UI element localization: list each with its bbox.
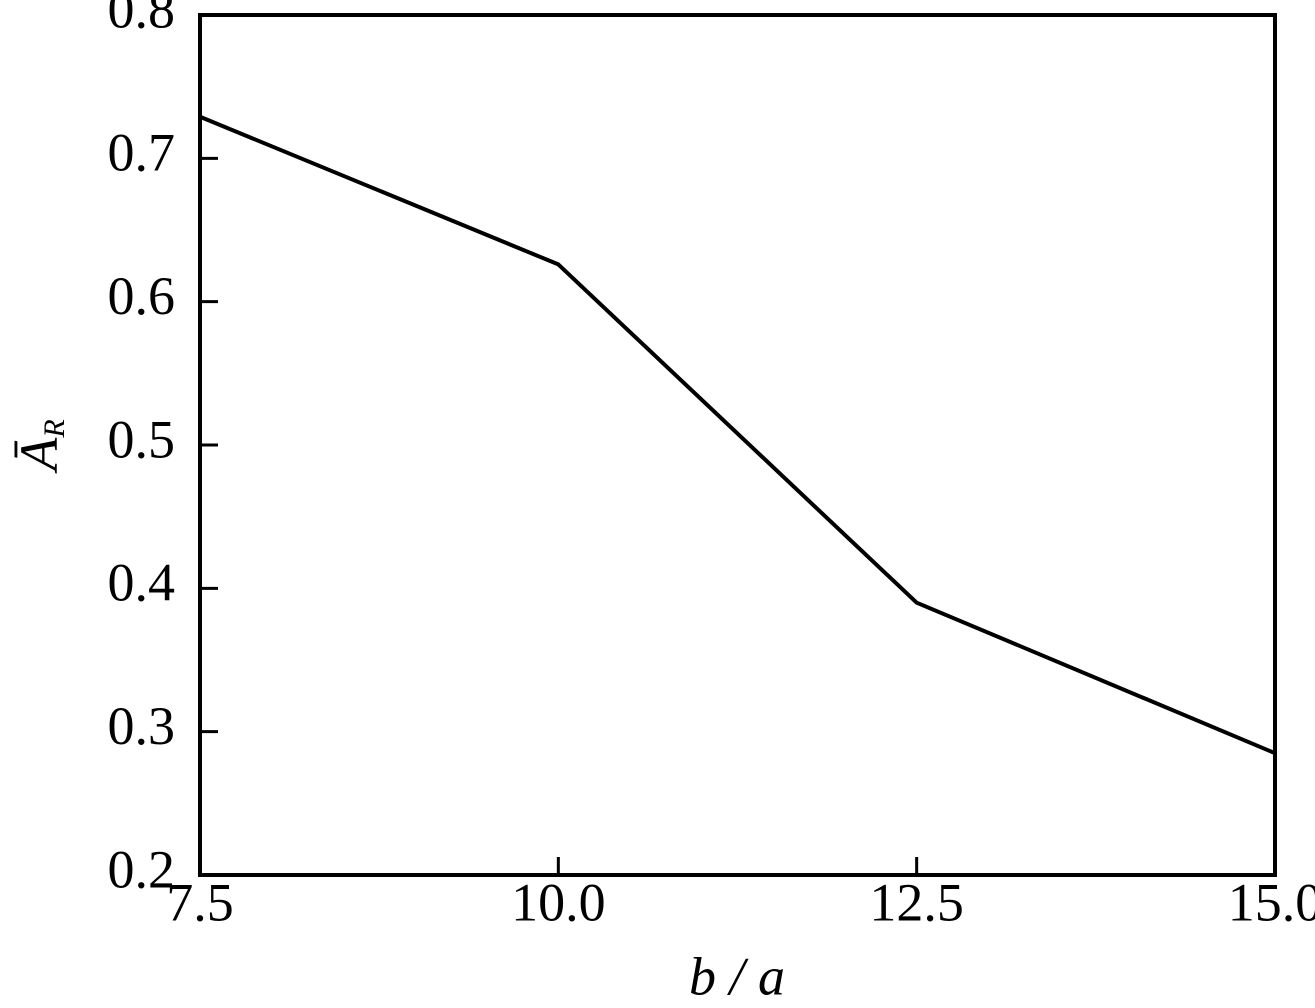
- x-tick-label: 12.5: [869, 872, 964, 932]
- x-tick-label: 7.5: [166, 872, 234, 932]
- y-tick-label: 0.7: [108, 123, 176, 183]
- y-axis-label-main: Ā: [9, 437, 69, 474]
- plot-frame: [198, 13, 1277, 877]
- x-tick-label: 10.0: [511, 872, 606, 932]
- y-tick-label: 0.6: [108, 266, 176, 326]
- y-axis-label-subscript: R: [38, 419, 71, 438]
- x-tick-label: 15.0: [1228, 872, 1315, 932]
- y-tick-label: 0.8: [108, 0, 176, 39]
- y-tick-label: 0.3: [108, 696, 176, 756]
- y-tick-label: 0.4: [108, 553, 176, 613]
- data-line: [199, 114, 1276, 756]
- x-axis-label: b / a: [689, 946, 785, 1006]
- y-axis-label: ĀR: [9, 419, 71, 473]
- y-tick-label: 0.5: [108, 409, 176, 469]
- y-tick-label: 0.2: [108, 839, 176, 899]
